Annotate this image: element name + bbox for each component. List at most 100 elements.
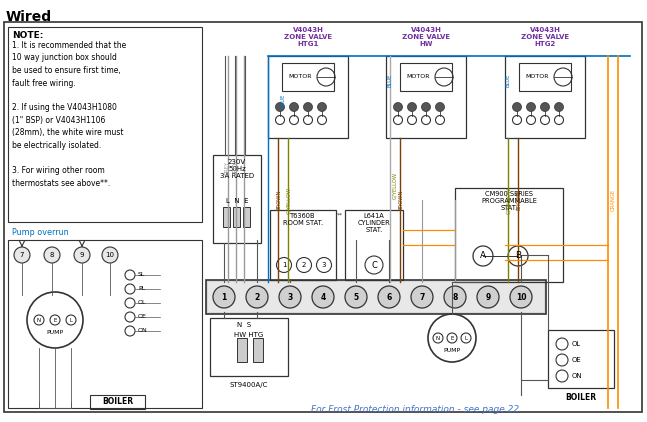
Circle shape xyxy=(510,286,532,308)
Text: L641A
CYLINDER
STAT.: L641A CYLINDER STAT. xyxy=(358,213,390,233)
Text: 10: 10 xyxy=(105,252,115,258)
Text: MOTOR: MOTOR xyxy=(406,75,430,79)
Bar xyxy=(90,395,145,409)
Text: C: C xyxy=(371,260,377,270)
Bar xyxy=(270,210,336,280)
Bar xyxy=(206,280,546,314)
Circle shape xyxy=(512,103,521,111)
Circle shape xyxy=(44,247,60,263)
Circle shape xyxy=(312,286,334,308)
Circle shape xyxy=(554,103,564,111)
Bar xyxy=(268,56,348,138)
Text: T6360B
ROOM STAT.: T6360B ROOM STAT. xyxy=(283,213,323,226)
Bar xyxy=(282,63,334,91)
Circle shape xyxy=(14,247,30,263)
Text: V4043H
ZONE VALVE
HTG2: V4043H ZONE VALVE HTG2 xyxy=(521,27,569,47)
Text: 7: 7 xyxy=(419,292,424,301)
Bar xyxy=(243,207,250,227)
Bar xyxy=(519,63,571,91)
Bar xyxy=(210,318,288,376)
Text: OE: OE xyxy=(138,314,147,319)
Text: ON: ON xyxy=(572,373,583,379)
Text: PUMP: PUMP xyxy=(47,330,63,335)
Text: MOTOR: MOTOR xyxy=(525,75,549,79)
Text: BLUE: BLUE xyxy=(281,93,285,107)
Text: A: A xyxy=(480,252,486,260)
Circle shape xyxy=(318,103,327,111)
Text: 8: 8 xyxy=(452,292,457,301)
Circle shape xyxy=(213,286,235,308)
Text: BLUE: BLUE xyxy=(388,73,393,87)
Text: 7: 7 xyxy=(20,252,24,258)
Text: 5: 5 xyxy=(353,292,358,301)
Text: GREY: GREY xyxy=(225,161,230,175)
Text: OE: OE xyxy=(572,357,582,363)
Circle shape xyxy=(345,286,367,308)
Text: 9: 9 xyxy=(80,252,84,258)
Circle shape xyxy=(289,103,298,111)
Text: ST9400A/C: ST9400A/C xyxy=(230,382,269,388)
Text: PUMP: PUMP xyxy=(443,349,461,354)
Text: OL: OL xyxy=(138,300,146,306)
Text: MOTOR: MOTOR xyxy=(289,75,312,79)
Text: BROWN: BROWN xyxy=(516,190,521,210)
Text: BROWN: BROWN xyxy=(276,190,281,210)
Text: OL: OL xyxy=(572,341,581,347)
Text: SL: SL xyxy=(138,273,146,278)
Text: 8: 8 xyxy=(50,252,54,258)
Circle shape xyxy=(276,103,285,111)
Text: G/YELLOW: G/YELLOW xyxy=(507,187,512,214)
Text: 1: 1 xyxy=(221,292,226,301)
Circle shape xyxy=(540,103,549,111)
Circle shape xyxy=(444,286,466,308)
Text: BOILER: BOILER xyxy=(565,393,597,402)
Text: BOILER: BOILER xyxy=(102,398,133,406)
Bar xyxy=(253,338,263,362)
Circle shape xyxy=(246,286,268,308)
Bar xyxy=(505,56,585,138)
Text: V4043H
ZONE VALVE
HTG1: V4043H ZONE VALVE HTG1 xyxy=(284,27,332,47)
Text: BROWN: BROWN xyxy=(399,190,404,210)
Circle shape xyxy=(102,247,118,263)
Circle shape xyxy=(408,103,417,111)
Circle shape xyxy=(421,103,430,111)
Text: L: L xyxy=(465,335,468,341)
Text: 9: 9 xyxy=(485,292,490,301)
Text: Wired: Wired xyxy=(6,10,52,24)
Text: **: ** xyxy=(337,213,344,218)
Bar xyxy=(233,207,240,227)
Bar xyxy=(8,240,202,408)
Bar xyxy=(386,56,466,138)
Text: 1. It is recommended that the
10 way junction box should
be used to ensure first: 1. It is recommended that the 10 way jun… xyxy=(12,41,126,187)
Text: 2: 2 xyxy=(302,262,306,268)
Text: 10: 10 xyxy=(516,292,526,301)
Bar xyxy=(237,338,247,362)
Text: GREY: GREY xyxy=(232,161,237,175)
Bar xyxy=(345,210,403,280)
Text: ORANGE: ORANGE xyxy=(611,189,615,211)
Text: 230V
50Hz
3A RATED: 230V 50Hz 3A RATED xyxy=(220,159,254,179)
Bar xyxy=(455,188,563,282)
Text: HW HTG: HW HTG xyxy=(234,332,263,338)
Text: B: B xyxy=(515,252,521,260)
Text: 6: 6 xyxy=(386,292,391,301)
Text: 4: 4 xyxy=(320,292,325,301)
Circle shape xyxy=(303,103,313,111)
Circle shape xyxy=(279,286,301,308)
Circle shape xyxy=(393,103,402,111)
Text: 2: 2 xyxy=(254,292,259,301)
Text: PL: PL xyxy=(138,287,145,292)
Text: 1: 1 xyxy=(281,262,286,268)
Bar xyxy=(213,155,261,243)
Text: 3: 3 xyxy=(322,262,326,268)
Circle shape xyxy=(527,103,536,111)
Text: For Frost Protection information - see page 22: For Frost Protection information - see p… xyxy=(311,405,519,414)
Circle shape xyxy=(435,103,444,111)
Text: G/YELLOW: G/YELLOW xyxy=(287,187,292,214)
Text: NOTE:: NOTE: xyxy=(12,31,43,40)
Text: E: E xyxy=(53,317,57,322)
Text: N  S: N S xyxy=(237,322,251,328)
Bar xyxy=(400,63,452,91)
Text: N: N xyxy=(37,317,41,322)
Text: N: N xyxy=(436,335,440,341)
